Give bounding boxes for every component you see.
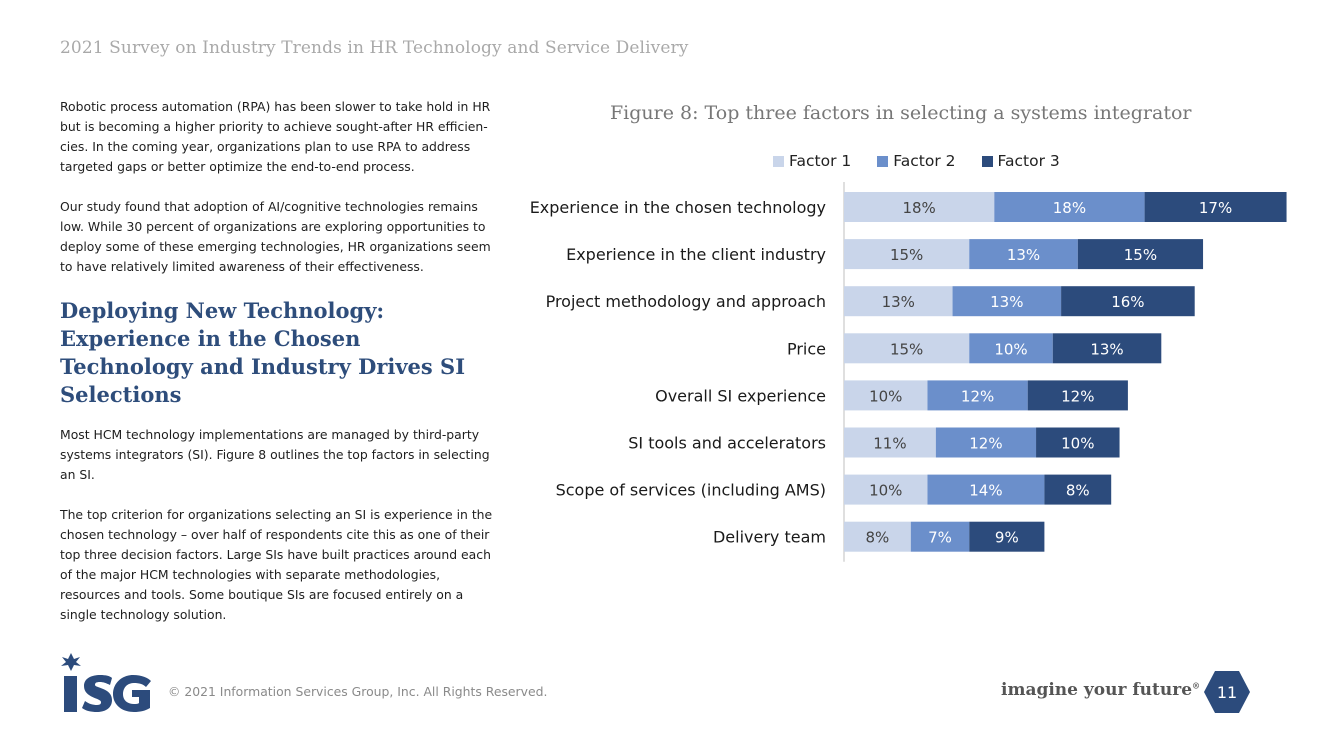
bar-segment-factor-1 — [844, 521, 911, 552]
page-number-badge: 11 — [1203, 670, 1251, 718]
legend-label-factor-2: Factor 2 — [893, 152, 956, 170]
bar-segment-factor-1 — [844, 380, 928, 411]
data-label: 15% — [1124, 246, 1157, 264]
tagline: imagine your future® — [1001, 680, 1200, 700]
legend-item-factor-1: Factor 1 — [773, 152, 851, 170]
chart-plot: Experience in the chosen technology 18% 18… — [530, 182, 1287, 562]
registered-mark: ® — [1192, 680, 1201, 691]
category-label: Price — [787, 339, 826, 358]
bar-segment-factor-2 — [969, 333, 1053, 364]
category-label: Experience in the chosen technology — [530, 198, 826, 217]
legend-swatch-factor-2 — [877, 155, 889, 167]
bar-segment-factor-3 — [1052, 333, 1162, 364]
data-label: 16% — [1111, 293, 1144, 311]
data-label: 10% — [1061, 435, 1094, 453]
category-label: Overall SI experience — [655, 386, 826, 405]
legend-swatch-factor-3 — [981, 155, 993, 167]
bar-segment-factor-3 — [1077, 239, 1204, 270]
factors-chart: Figure 8: Top three factors in selecting… — [500, 100, 1300, 580]
data-label: 11% — [873, 435, 906, 453]
data-label: 13% — [1090, 340, 1123, 358]
paragraph-ai: Our study found that adoption of AI/cogn… — [60, 199, 491, 274]
data-label: 7% — [928, 529, 952, 547]
data-label: 8% — [1066, 482, 1090, 500]
legend-swatch-factor-1 — [773, 155, 784, 167]
data-label: 10% — [869, 482, 902, 500]
data-label: 12% — [969, 435, 1002, 453]
data-label: 12% — [961, 387, 994, 405]
tagline-text: imagine your future — [1001, 680, 1193, 700]
data-label: 12% — [1061, 387, 1094, 405]
chart-title: Figure 8: Top three factors in selecting… — [610, 102, 1192, 124]
paragraph-criterion: The top criterion for organizations sele… — [60, 507, 493, 622]
legend-label-factor-1: Factor 1 — [789, 152, 852, 170]
bar-segment-factor-1 — [844, 239, 970, 270]
bar-segment-factor-2 — [927, 474, 1045, 505]
data-label: 15% — [890, 246, 923, 264]
bar-segment-factor-2 — [927, 380, 1028, 411]
section-title: Deploying New Technology: Experience in … — [60, 298, 466, 407]
bar-segment-factor-2 — [969, 239, 1078, 270]
chart-legend: Factor 1 Factor 2 Factor 3 — [773, 152, 1060, 170]
data-label: 13% — [990, 293, 1023, 311]
data-label: 18% — [1053, 199, 1086, 217]
page-number: 11 — [1217, 683, 1237, 702]
isg-logo — [60, 652, 155, 718]
legend-label-factor-3: Factor 3 — [997, 152, 1060, 170]
body-text-column: Robotic process automation (RPA) has bee… — [60, 97, 500, 645]
data-label: 13% — [1007, 246, 1040, 264]
bar-segment-factor-2 — [994, 192, 1145, 222]
legend-item-factor-2: Factor 2 — [877, 152, 956, 170]
bar-segment-factor-3 — [1044, 474, 1112, 505]
legend-item-factor-3: Factor 3 — [981, 152, 1060, 170]
bar-segment-factor-3 — [1144, 192, 1287, 222]
bar-segment-factor-3 — [969, 521, 1045, 552]
bar-segment-factor-2 — [952, 286, 1062, 317]
category-label: Delivery team — [713, 528, 826, 547]
bar-segment-factor-1 — [844, 474, 928, 505]
category-label: SI tools and accelerators — [628, 434, 826, 453]
bar-segment-factor-1 — [844, 427, 936, 458]
data-label: 9% — [995, 529, 1019, 547]
data-label: 10% — [994, 340, 1027, 358]
data-label: 13% — [882, 293, 915, 311]
bar-segment-factor-1 — [844, 333, 970, 364]
bar-segment-factor-2 — [910, 521, 970, 552]
category-label: Experience in the client industry — [566, 245, 826, 264]
data-label: 15% — [890, 340, 923, 358]
bar-segment-factor-3 — [1027, 380, 1128, 411]
bar-segment-factor-3 — [1061, 286, 1195, 317]
document-header: 2021 Survey on Industry Trends in HR Tec… — [60, 38, 689, 58]
bar-segment-factor-1 — [844, 286, 953, 317]
bar-segment-factor-2 — [935, 427, 1037, 458]
bar-segment-factor-1 — [844, 192, 995, 222]
bar-segment-factor-3 — [1036, 427, 1120, 458]
data-label: 18% — [902, 199, 935, 217]
data-label: 8% — [866, 529, 890, 547]
category-label: Scope of services (including AMS) — [556, 481, 826, 500]
data-label: 17% — [1199, 199, 1232, 217]
paragraph-hcm: Most HCM technology implementations are … — [60, 427, 490, 482]
copyright-text: © 2021 Information Services Group, Inc. … — [168, 684, 548, 699]
category-label: Project methodology and approach — [546, 292, 826, 311]
data-label: 14% — [969, 482, 1002, 500]
data-label: 10% — [869, 387, 902, 405]
paragraph-rpa: Robotic process automation (RPA) has bee… — [60, 99, 491, 174]
